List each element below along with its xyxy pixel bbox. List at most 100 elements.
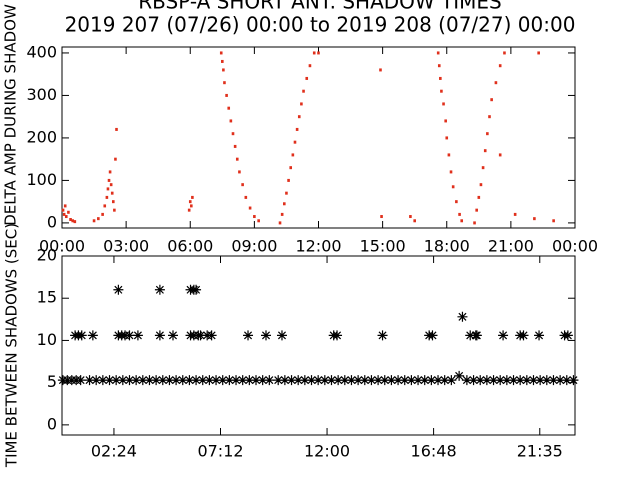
data-point — [63, 204, 67, 208]
data-point — [187, 208, 191, 212]
data-point — [62, 212, 66, 216]
data-point — [440, 89, 443, 93]
data-point — [111, 375, 122, 386]
data-point — [494, 81, 498, 85]
data-point — [548, 375, 559, 386]
data-point — [293, 375, 304, 386]
y-tick-label: 0 — [47, 414, 57, 433]
data-point — [433, 375, 444, 386]
data-point — [486, 132, 489, 136]
data-point — [248, 206, 252, 210]
data-point — [84, 375, 95, 386]
data-point — [171, 375, 182, 386]
chart-subtitle: 2019 207 (07/26) 00:00 to 2019 208 (07/2… — [65, 13, 576, 37]
x-tick-label: 00:00 — [39, 237, 85, 256]
x-tick-label: 21:00 — [488, 237, 534, 256]
data-point — [191, 284, 202, 295]
data-point — [413, 375, 424, 386]
data-point — [447, 153, 451, 157]
data-point — [379, 375, 390, 386]
data-point — [107, 178, 111, 182]
data-point — [229, 119, 233, 123]
data-point — [409, 215, 412, 219]
data-point — [475, 208, 478, 212]
data-point — [124, 375, 135, 386]
data-point — [535, 375, 546, 386]
data-point — [366, 375, 377, 386]
data-point — [326, 375, 337, 386]
data-point — [471, 330, 482, 341]
data-point — [555, 375, 566, 386]
y-axis-label: DELTA AMP DURING SHADOW — [2, 4, 20, 226]
data-point — [279, 375, 290, 386]
data-point — [286, 375, 297, 386]
data-point — [264, 375, 275, 386]
plot-frame — [61, 46, 576, 229]
data-point — [541, 375, 552, 386]
data-point — [454, 370, 465, 381]
data-point — [439, 76, 442, 80]
data-point — [184, 375, 195, 386]
data-point — [235, 157, 239, 161]
data-point — [458, 212, 461, 216]
data-point — [273, 375, 284, 386]
data-point — [313, 375, 324, 386]
data-point — [498, 153, 502, 157]
data-point — [449, 170, 453, 174]
data-point — [353, 375, 364, 386]
data-point — [461, 375, 472, 386]
data-point — [399, 375, 410, 386]
data-point — [114, 157, 117, 161]
plot-frame — [61, 255, 576, 436]
data-point — [488, 375, 499, 386]
data-point — [104, 375, 115, 386]
data-point — [233, 144, 237, 148]
data-point — [444, 119, 447, 123]
data-point — [61, 208, 65, 212]
y-tick-label: 100 — [26, 170, 57, 189]
data-point — [157, 375, 168, 386]
data-point — [513, 212, 517, 216]
x-tick-label: 21:35 — [517, 442, 563, 461]
x-tick-label: 06:00 — [167, 237, 213, 256]
data-point — [293, 140, 297, 144]
data-point — [257, 375, 268, 386]
data-point — [204, 375, 215, 386]
data-point — [206, 330, 217, 341]
data-point — [91, 375, 102, 386]
data-point — [108, 170, 112, 174]
data-point — [475, 375, 486, 386]
data-point — [332, 330, 343, 341]
y-tick-label: 10 — [37, 330, 57, 349]
data-point — [101, 212, 104, 216]
data-point — [319, 375, 330, 386]
data-point — [103, 204, 107, 208]
x-tick-label: 18:00 — [424, 237, 470, 256]
data-point — [346, 375, 357, 386]
y-tick-label: 200 — [26, 127, 57, 146]
data-point — [110, 191, 114, 195]
data-point — [451, 185, 455, 189]
data-point — [291, 153, 295, 157]
data-point — [302, 89, 305, 93]
data-point — [483, 149, 487, 153]
data-point — [109, 183, 113, 187]
data-point — [439, 375, 450, 386]
data-point — [406, 375, 417, 386]
data-point — [518, 330, 529, 341]
x-tick-label: 03:00 — [103, 237, 149, 256]
data-point — [442, 102, 445, 106]
data-point — [73, 220, 77, 224]
data-point — [167, 330, 178, 341]
data-point — [113, 208, 116, 212]
data-point — [64, 215, 68, 219]
data-point — [67, 210, 70, 214]
data-point — [151, 375, 162, 386]
data-point — [503, 51, 506, 55]
data-point — [479, 183, 483, 187]
data-point — [76, 330, 87, 341]
data-point — [568, 375, 579, 386]
data-point — [386, 375, 397, 386]
data-point — [257, 219, 260, 223]
